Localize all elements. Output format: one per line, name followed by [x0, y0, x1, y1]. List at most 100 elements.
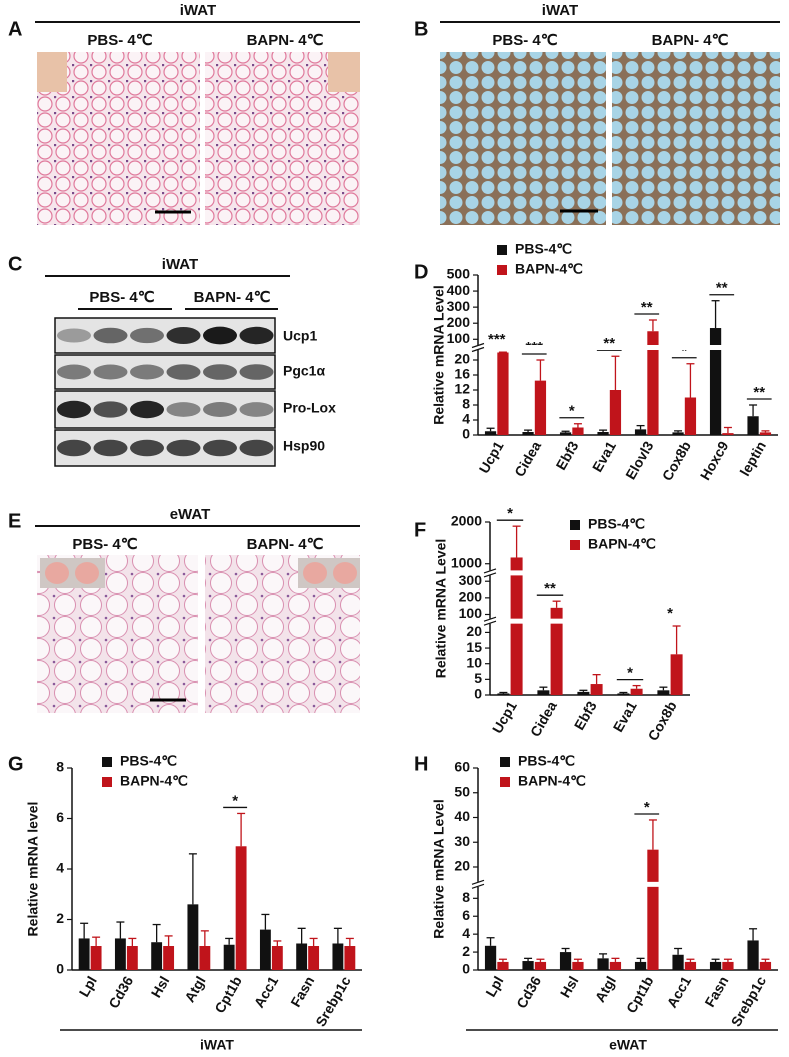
blot-band — [166, 439, 201, 457]
panel-label: E — [8, 510, 21, 532]
bar — [510, 557, 523, 695]
bar — [709, 961, 722, 970]
panel-a: A iWAT PBS- 4℃ BAPN- 4℃ — [8, 2, 360, 225]
legend-label: PBS-4℃ — [120, 753, 177, 769]
micrograph — [612, 52, 780, 225]
blot-band — [130, 439, 164, 457]
legend-label: PBS-4℃ — [518, 753, 575, 769]
blot-row — [54, 390, 276, 429]
y-tick-label: 30 — [454, 833, 470, 849]
group-label: BAPN- 4℃ — [247, 536, 324, 553]
blot-row — [54, 317, 276, 354]
panel-label: G — [8, 753, 24, 775]
x-tick-label: Acc1 — [663, 973, 694, 1010]
bar — [534, 380, 547, 435]
legend-swatch — [570, 520, 580, 530]
y-tick-label: 8 — [462, 889, 470, 905]
significance-label: ** — [641, 299, 653, 316]
x-tick-label: Ucp1 — [476, 438, 507, 476]
x-tick-label: Fasn — [701, 973, 731, 1009]
bar — [497, 352, 509, 435]
bar — [484, 945, 497, 970]
group-label: PBS- 4℃ — [89, 289, 154, 306]
y-tick-label: 4 — [56, 860, 64, 876]
bar — [590, 684, 603, 695]
legend-swatch — [497, 265, 507, 275]
blot-band — [57, 400, 91, 419]
blot-band — [166, 364, 201, 380]
bar — [522, 432, 534, 435]
tissue-inset — [45, 562, 69, 584]
y-tick-label: 300 — [459, 572, 483, 588]
y-tick-label: 10 — [466, 654, 482, 670]
group-label: BAPN- 4℃ — [247, 32, 324, 49]
group-label: BAPN- 4℃ — [652, 32, 729, 49]
axis-break — [472, 881, 778, 887]
blot-band — [57, 328, 91, 343]
axis-break — [484, 570, 690, 576]
axis-break-mark — [471, 883, 485, 889]
western-blot — [54, 317, 276, 467]
bar — [759, 432, 772, 435]
bar — [497, 693, 510, 695]
y-tick-label: 300 — [447, 298, 471, 314]
group-label: BAPN- 4℃ — [194, 289, 271, 306]
blot-band — [203, 364, 237, 380]
y-tick-label: 100 — [447, 330, 471, 346]
y-axis-label: Relative mRNA Level — [433, 539, 449, 679]
y-tick-label: 60 — [454, 759, 470, 775]
chart: H 0 2 4 6 8 20 30 40 50 60 Relative mRNA Level Lpl Cd… — [414, 753, 778, 1053]
x-tick-label: Cidea — [527, 698, 560, 739]
y-tick-label: 1000 — [451, 554, 482, 570]
x-tick-label: Acc1 — [251, 973, 282, 1010]
tissue-inset — [333, 562, 357, 584]
y-tick-label: 50 — [454, 783, 470, 799]
bar — [634, 961, 647, 970]
panel-label: A — [8, 18, 22, 40]
x-tick-label: Cidea — [511, 438, 544, 479]
y-tick-label: 5 — [474, 670, 482, 686]
x-tick-label: Atgl — [181, 973, 208, 1005]
blot-band — [203, 326, 237, 345]
y-tick-label: 200 — [459, 589, 483, 605]
blot-band — [239, 402, 274, 417]
bar — [722, 433, 734, 435]
bar — [597, 432, 609, 435]
bar — [235, 846, 247, 970]
y-tick-label: 400 — [447, 282, 471, 298]
x-tick-label: Lpl — [482, 973, 506, 999]
x-tick-label: Cpt1b — [623, 973, 657, 1015]
axis-break-mark — [471, 879, 485, 885]
tissue-inset — [303, 562, 327, 584]
bar — [684, 961, 697, 970]
bar — [609, 390, 622, 435]
bar — [550, 607, 563, 695]
significance-label: ** — [603, 335, 615, 352]
bar — [747, 416, 759, 435]
bar — [484, 431, 497, 435]
panel-title: iWAT — [542, 2, 578, 19]
bar — [634, 429, 647, 435]
panel-title: eWAT — [170, 506, 211, 523]
chart: G 0 2 4 6 8 Relative mRNA level Lpl Cd36 Hsl Atgl C… — [8, 753, 362, 1053]
y-tick-label: 2 — [462, 943, 470, 959]
axis-break — [472, 345, 778, 350]
band-label: Pgc1α — [283, 363, 325, 379]
significance-label: ** — [544, 580, 556, 597]
x-tick-label: Ucp1 — [489, 698, 520, 736]
blot-band — [203, 402, 237, 417]
y-axis-label: Relative mRNA Level — [431, 285, 447, 425]
x-tick-label: Hsl — [557, 973, 582, 1000]
y-tick-label: 0 — [462, 426, 470, 442]
x-tick-label: Cd36 — [105, 973, 136, 1011]
bar — [522, 961, 534, 970]
bar — [163, 946, 175, 970]
x-tick-label: Hoxc9 — [697, 438, 732, 483]
significance-label: * — [644, 799, 650, 816]
bar — [672, 432, 684, 435]
x-tick-label: Ebf3 — [553, 438, 582, 472]
bar — [670, 654, 683, 695]
x-tick-label: Lpl — [76, 973, 100, 999]
